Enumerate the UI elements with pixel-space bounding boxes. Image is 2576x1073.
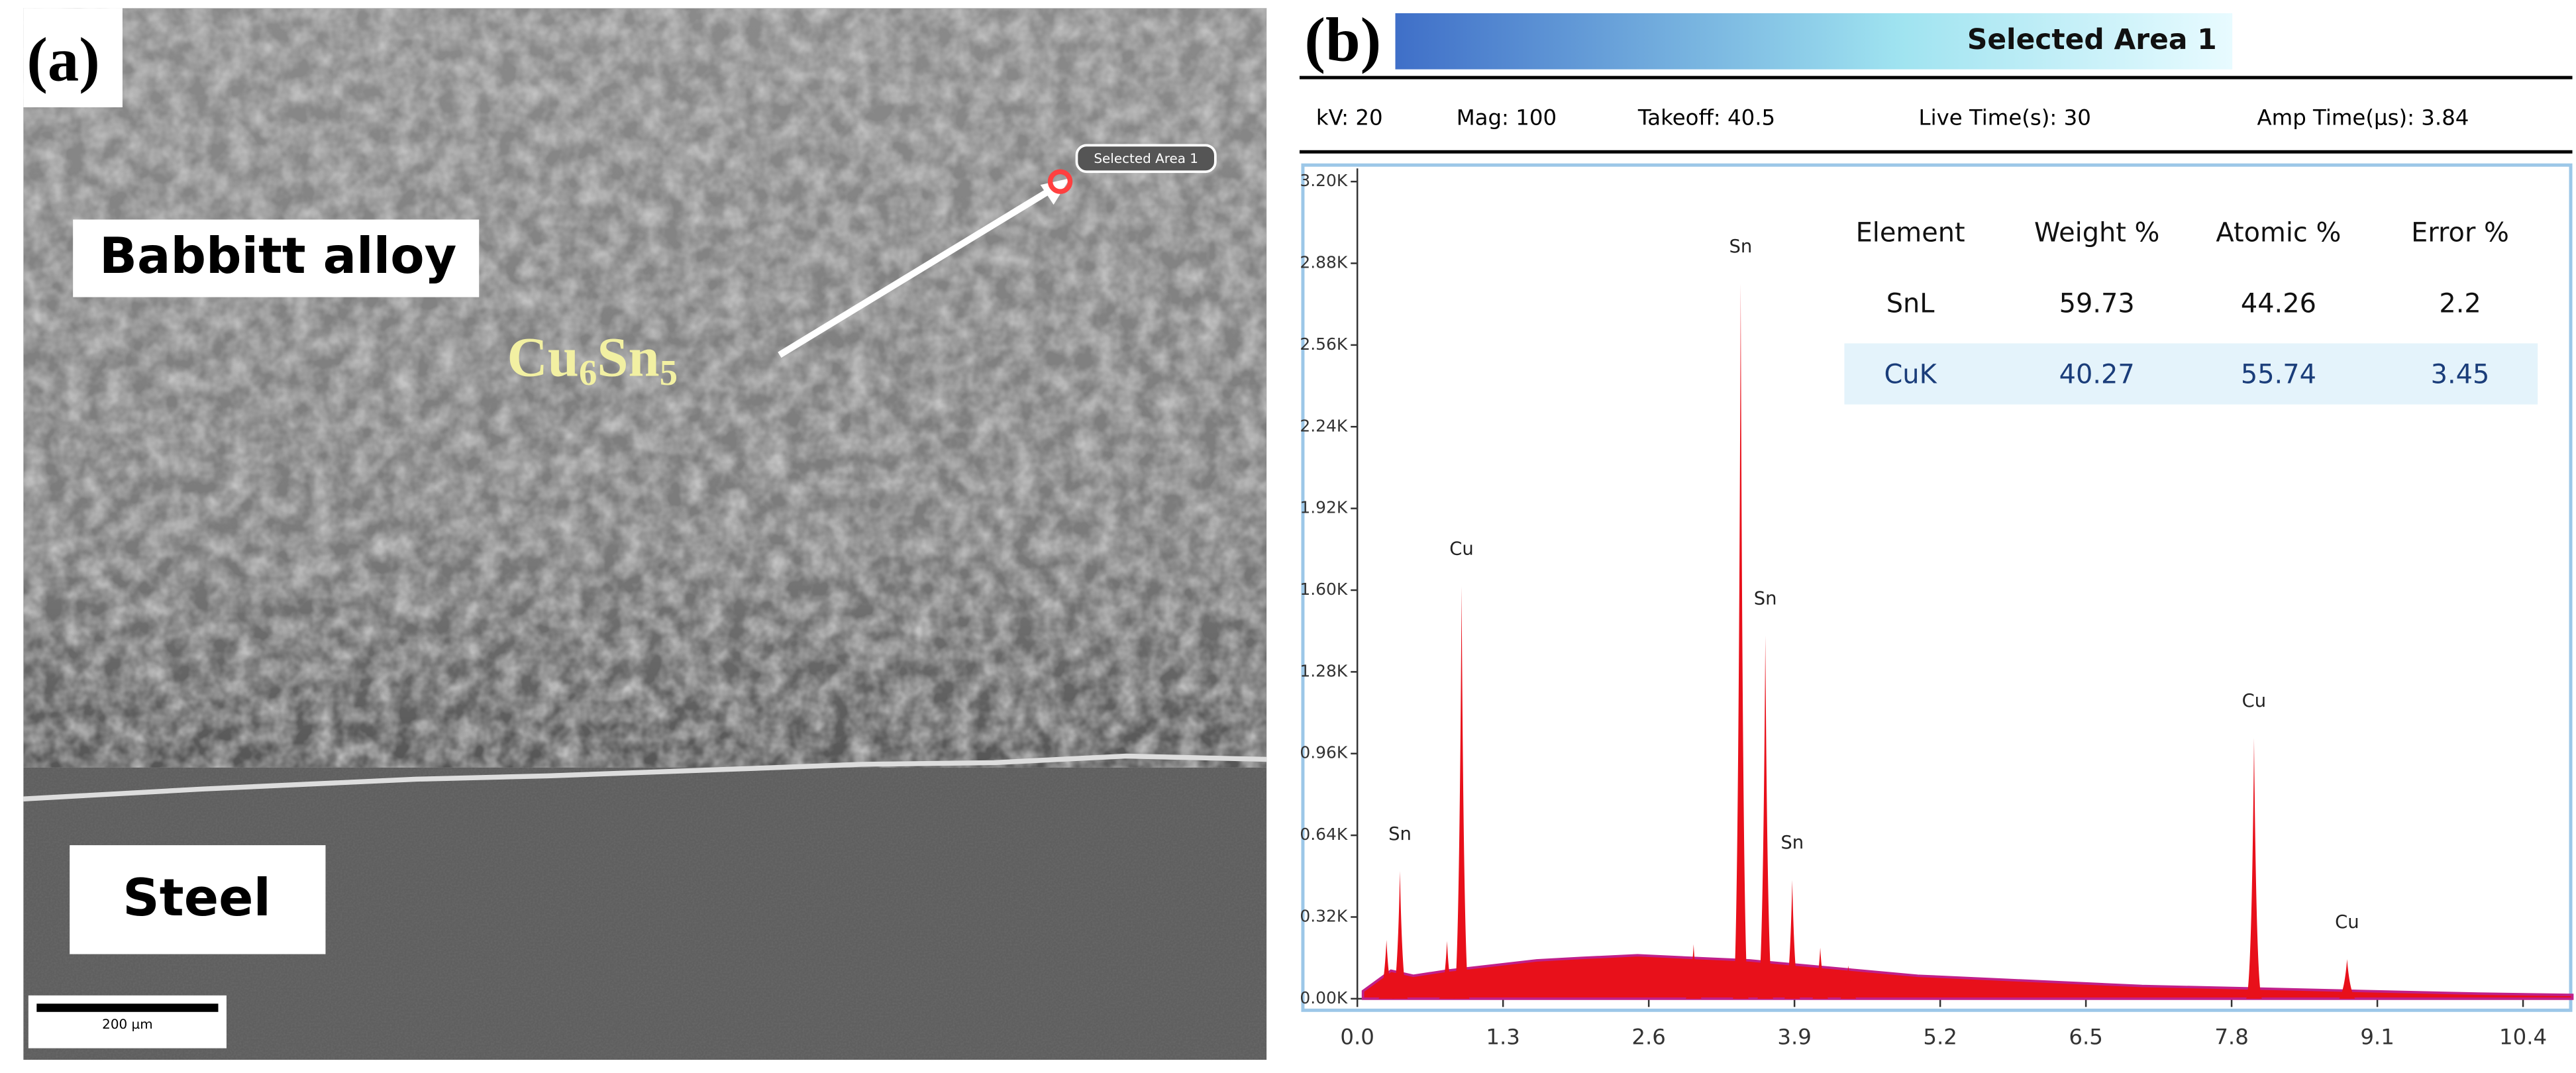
table-cell: 44.26 <box>2241 289 2316 319</box>
x-tick-label: 7.8 <box>2214 1025 2249 1050</box>
table-cell: 59.73 <box>2059 289 2135 319</box>
arrow-shaft <box>778 185 1056 358</box>
label-box <box>70 845 326 954</box>
peak <box>1685 944 1702 999</box>
peak-label: Cu <box>2242 691 2267 711</box>
scale-label: 200 µm <box>102 1017 152 1032</box>
title-bar <box>1395 13 2233 70</box>
peak-label: Sn <box>1388 824 1412 844</box>
continuum <box>1361 954 2574 1000</box>
table-header: Element <box>1856 217 1965 248</box>
interface-line <box>23 753 1267 802</box>
peak-label: Sn <box>1754 588 1777 609</box>
table-cell: 3.45 <box>2431 360 2490 390</box>
babbitt-texture <box>23 8 1267 768</box>
peak <box>2246 738 2262 999</box>
peak <box>1733 283 1749 999</box>
peak <box>1812 947 1828 999</box>
peak-label: Sn <box>1780 833 1804 853</box>
info-text: Takeoff: 40.5 <box>1637 105 1775 130</box>
y-tick-label: 0.32K <box>1300 906 1347 925</box>
y-tick-label: 1.60K <box>1300 580 1347 599</box>
eds-panel: (b) Selected Area 1 <box>1299 6 2573 1012</box>
x-tick-label: 10.4 <box>2499 1025 2547 1050</box>
peak <box>1784 880 1800 999</box>
table-header: Atomic % <box>2216 217 2341 248</box>
label-box <box>23 8 123 108</box>
peak <box>1757 635 1773 999</box>
table-cell: CuK <box>1884 360 1937 390</box>
phase-sub: 6 <box>579 352 597 393</box>
info-text: kV: 20 <box>1316 105 1383 130</box>
y-tick-label: 1.28K <box>1300 661 1347 680</box>
x-tick-label: 9.1 <box>2360 1025 2395 1050</box>
peak <box>1840 965 1857 999</box>
y-tick-label: 3.20K <box>1300 171 1347 190</box>
row-highlight <box>1844 343 2538 405</box>
phase-part: Cu <box>507 327 579 389</box>
info-text: Live Time(s): 30 <box>1919 105 2091 130</box>
y-tick-label: 0.96K <box>1300 743 1347 762</box>
peak-label: Cu <box>1449 539 1474 560</box>
plot-frame <box>1301 163 2573 1012</box>
phase-label: Cu6Sn5 <box>507 327 678 393</box>
peak <box>1453 586 1470 999</box>
phase-sub: 5 <box>660 352 678 393</box>
selected-marker <box>1047 169 1073 194</box>
table-cell: 40.27 <box>2059 360 2135 390</box>
x-tick-label: 5.2 <box>1923 1025 1957 1050</box>
panel-label: (a) <box>26 25 99 94</box>
table-cell: SnL <box>1886 289 1935 319</box>
panel-label: (b) <box>1304 6 1381 75</box>
table-header: Weight % <box>2034 217 2159 248</box>
peak <box>1378 940 1395 999</box>
peak <box>2339 959 2355 999</box>
peak-label: Sn <box>1729 236 1753 257</box>
steel-label: Steel <box>123 868 271 928</box>
x-tick-label: 3.9 <box>1777 1025 1812 1050</box>
selected-box <box>1075 144 1217 174</box>
y-tick-label: 2.88K <box>1300 253 1347 272</box>
y-tick-label: 2.24K <box>1300 416 1347 435</box>
y-tick-label: 0.64K <box>1300 825 1347 844</box>
y-tick-label: 2.56K <box>1300 334 1347 354</box>
x-tick-label: 1.3 <box>1486 1025 1520 1050</box>
peak <box>1439 941 1455 999</box>
phase-part: Sn <box>597 327 659 389</box>
info-text: Mag: 100 <box>1457 105 1557 130</box>
y-tick-label: 1.92K <box>1300 498 1347 517</box>
info-text: Amp Time(µs): 3.84 <box>2257 105 2469 130</box>
table-cell: 55.74 <box>2241 360 2316 390</box>
label-box <box>73 219 480 297</box>
scale-bar <box>36 1003 219 1012</box>
table-header: Error % <box>2411 217 2509 248</box>
peak-label: Cu <box>2335 912 2359 933</box>
sem-panel: (a) Babbitt alloy Cu6Sn5 Selected Area 1… <box>23 8 1267 1060</box>
x-tick-label: 0.0 <box>1340 1025 1374 1050</box>
x-tick-label: 2.6 <box>1631 1025 1666 1050</box>
peak <box>1392 871 1408 999</box>
table-cell: 2.2 <box>2439 289 2481 319</box>
chart-title: Selected Area 1 <box>1967 23 2217 56</box>
babbitt-label: Babbitt alloy <box>99 227 456 285</box>
y-tick-label: 0.00K <box>1300 988 1347 1007</box>
selected-label: Selected Area 1 <box>1094 151 1198 166</box>
x-tick-label: 6.5 <box>2069 1025 2103 1050</box>
